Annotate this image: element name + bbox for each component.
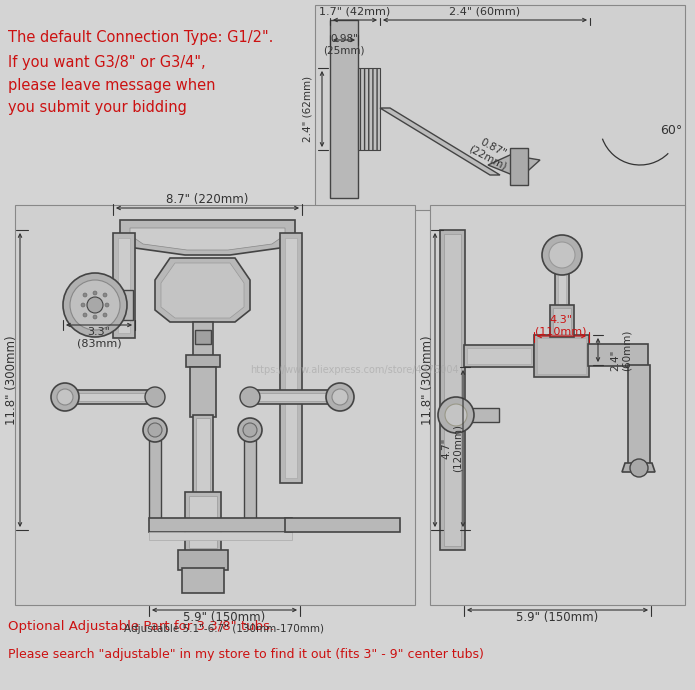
Circle shape	[145, 387, 165, 407]
Circle shape	[630, 459, 648, 477]
Text: 60°: 60°	[660, 124, 682, 137]
Polygon shape	[130, 228, 285, 250]
Polygon shape	[161, 263, 244, 318]
Circle shape	[105, 303, 109, 307]
Polygon shape	[155, 258, 250, 322]
Circle shape	[243, 423, 257, 437]
Bar	[250, 390, 345, 404]
Bar	[550, 305, 574, 337]
Circle shape	[438, 397, 474, 433]
Text: Adjustable 5.1"-6.7" (130mm-170mm): Adjustable 5.1"-6.7" (130mm-170mm)	[124, 624, 324, 634]
Text: 0.98"
(25mm): 0.98" (25mm)	[323, 34, 365, 56]
Text: https://www.aliexpress.com/store/4375004: https://www.aliexpress.com/store/4375004	[250, 365, 459, 375]
Text: Please search "adjustable" in my store to find it out (fits 3" - 9" center tubs): Please search "adjustable" in my store t…	[8, 648, 484, 661]
Polygon shape	[510, 148, 528, 185]
Bar	[280, 233, 302, 483]
Circle shape	[57, 389, 73, 405]
Text: please leave message when: please leave message when	[8, 78, 215, 93]
Bar	[464, 408, 499, 422]
Text: 5.9" (150mm): 5.9" (150mm)	[516, 611, 598, 624]
Bar	[255, 393, 340, 401]
Bar	[189, 496, 217, 548]
Circle shape	[70, 280, 120, 330]
Bar	[244, 440, 256, 520]
Bar	[315, 5, 685, 210]
Text: you submit your bidding: you submit your bidding	[8, 100, 187, 115]
Text: 4.3"
(110mm): 4.3" (110mm)	[535, 315, 587, 337]
Bar	[149, 518, 292, 532]
Text: If you want G3/8" or G3/4",: If you want G3/8" or G3/4",	[8, 55, 206, 70]
Bar	[444, 234, 461, 546]
Circle shape	[93, 315, 97, 319]
Polygon shape	[488, 155, 540, 178]
Bar	[113, 233, 135, 338]
Text: 8.7" (220mm): 8.7" (220mm)	[166, 193, 248, 206]
Bar	[534, 335, 589, 377]
Bar	[285, 238, 297, 478]
Text: Optional Adjustable Part for 3 3/8" tubs.: Optional Adjustable Part for 3 3/8" tubs…	[8, 620, 274, 633]
Bar	[440, 230, 465, 550]
Circle shape	[51, 383, 79, 411]
Circle shape	[240, 387, 260, 407]
Circle shape	[549, 242, 575, 268]
Text: 5.9" (150mm): 5.9" (150mm)	[183, 611, 265, 624]
Bar	[537, 338, 586, 374]
Text: 2.4" (60mm): 2.4" (60mm)	[450, 7, 521, 17]
Circle shape	[81, 303, 85, 307]
Circle shape	[148, 423, 162, 437]
Bar	[65, 393, 150, 401]
Bar	[185, 492, 221, 552]
Circle shape	[83, 293, 87, 297]
Bar	[285, 518, 400, 532]
Circle shape	[445, 404, 467, 426]
Bar	[196, 418, 210, 492]
Bar	[553, 308, 571, 334]
Bar	[195, 330, 211, 344]
Circle shape	[87, 297, 103, 313]
Bar	[558, 251, 566, 305]
Text: 1.7" (42mm): 1.7" (42mm)	[320, 7, 391, 17]
Bar	[628, 365, 650, 465]
Bar	[15, 205, 415, 605]
Circle shape	[238, 418, 262, 442]
Bar	[467, 348, 531, 364]
Bar	[358, 68, 380, 150]
Bar	[149, 440, 161, 520]
Bar	[60, 390, 155, 404]
Text: The default Connection Type: G1/2".: The default Connection Type: G1/2".	[8, 30, 273, 45]
Circle shape	[103, 293, 107, 297]
Text: 2.4"
(60mm): 2.4" (60mm)	[610, 329, 632, 371]
Bar	[193, 322, 213, 357]
Bar	[178, 550, 228, 570]
Circle shape	[93, 291, 97, 295]
Circle shape	[103, 313, 107, 317]
Bar	[464, 345, 534, 367]
Bar	[430, 205, 685, 605]
Text: 11.8" (300mm): 11.8" (300mm)	[6, 335, 19, 425]
Bar	[330, 20, 358, 198]
Bar	[149, 532, 292, 540]
Text: 4.7"
(120mm): 4.7" (120mm)	[441, 424, 463, 472]
Text: 11.8" (300mm): 11.8" (300mm)	[420, 335, 434, 425]
Text: 0.87"
(22mm): 0.87" (22mm)	[466, 134, 514, 172]
Bar	[193, 415, 213, 495]
Text: 2.4" (62mm): 2.4" (62mm)	[303, 76, 313, 142]
Circle shape	[542, 235, 582, 275]
Bar	[190, 367, 216, 417]
Circle shape	[63, 273, 127, 337]
Circle shape	[332, 389, 348, 405]
Polygon shape	[622, 463, 655, 472]
Bar	[182, 568, 224, 593]
Bar	[588, 344, 648, 366]
Circle shape	[143, 418, 167, 442]
Polygon shape	[120, 220, 295, 255]
Circle shape	[326, 383, 354, 411]
Circle shape	[83, 313, 87, 317]
Polygon shape	[380, 108, 500, 175]
Bar	[555, 248, 569, 308]
Bar	[113, 290, 133, 320]
Text: 3.3"
(83mm): 3.3" (83mm)	[76, 327, 122, 349]
Bar	[186, 355, 220, 367]
Bar	[118, 238, 130, 333]
